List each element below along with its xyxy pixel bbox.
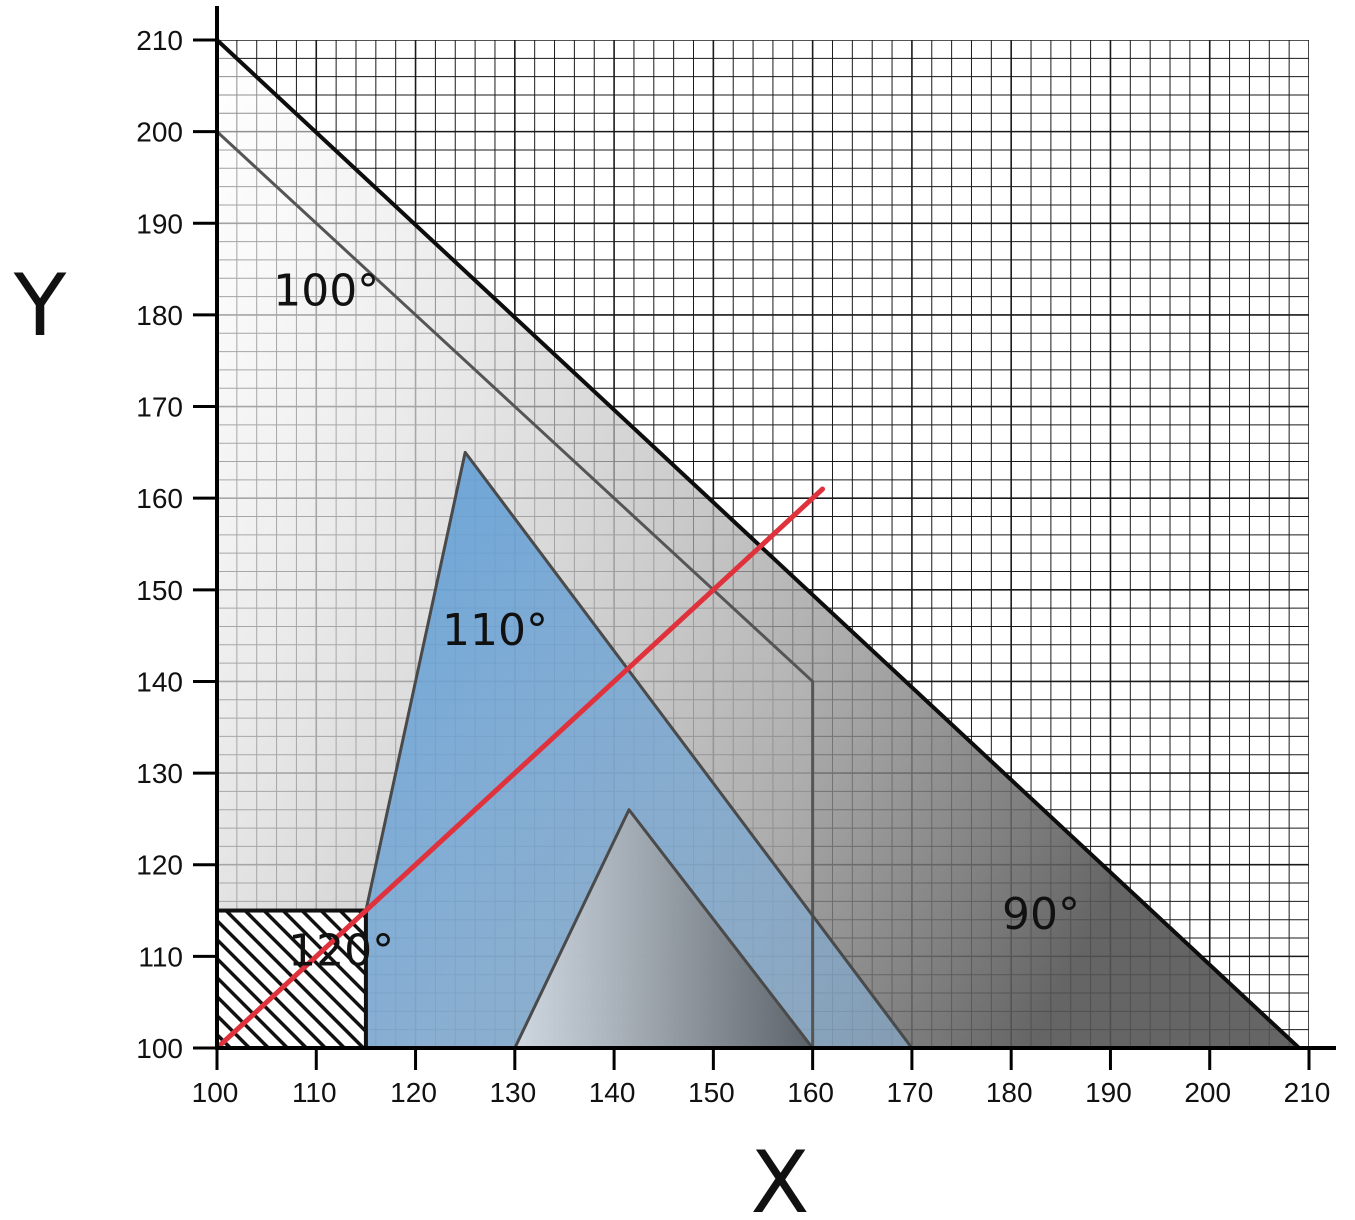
y-tick-label: 180 xyxy=(136,300,183,331)
x-axis-title: X xyxy=(751,1133,810,1220)
hatch-line xyxy=(217,918,346,1049)
hatch-line xyxy=(217,1013,251,1049)
x-tick-label: 100 xyxy=(192,1077,239,1108)
x-tick-label: 180 xyxy=(986,1077,1033,1108)
hatch-line xyxy=(55,911,192,1048)
x-tick-label: 160 xyxy=(787,1077,834,1108)
x-tick-label: 210 xyxy=(1284,1077,1331,1108)
red-line xyxy=(214,486,826,1051)
axes xyxy=(215,6,1336,1050)
outline-120 xyxy=(513,808,814,1049)
x-tick-label: 200 xyxy=(1184,1077,1231,1108)
y-tick-label: 110 xyxy=(138,941,183,972)
y-tick-label: 190 xyxy=(136,208,183,239)
x-tick-label: 170 xyxy=(887,1077,934,1108)
x-tick-label: 190 xyxy=(1085,1077,1132,1108)
hatch-line xyxy=(262,910,366,1015)
hatch-line xyxy=(74,911,211,1048)
y-tick-label: 160 xyxy=(136,483,183,514)
region-120 xyxy=(514,809,813,1048)
y-tick-label: 120 xyxy=(136,850,183,881)
outline-100 xyxy=(215,130,815,1048)
region-outlines xyxy=(215,38,1301,1051)
region-120-label: 120° xyxy=(288,926,394,977)
region-100-label: 100° xyxy=(273,266,379,317)
x-tick-label: 110 xyxy=(292,1077,337,1108)
hatch-line xyxy=(217,994,270,1049)
outline-110 xyxy=(364,450,914,1049)
hatch-line xyxy=(36,911,173,1048)
y-tick-label: 100 xyxy=(136,1033,183,1064)
region-110 xyxy=(365,452,912,1048)
red-diagonal-line xyxy=(214,486,826,1051)
outline-90 xyxy=(215,38,1301,1050)
y-axis-title: Y xyxy=(13,256,67,356)
x-tick-label: 140 xyxy=(589,1077,636,1108)
region-110-label: 110° xyxy=(442,605,548,656)
y-tick-label: 150 xyxy=(136,575,183,606)
y-tick-label: 140 xyxy=(136,666,183,697)
hatch-line xyxy=(300,910,366,977)
hatch-line xyxy=(217,1032,232,1049)
x-tick-label: 130 xyxy=(489,1077,536,1108)
hatch-line xyxy=(281,910,366,996)
hatch-line xyxy=(217,937,327,1049)
y-tick-label: 200 xyxy=(136,117,183,148)
region-90-label: 90° xyxy=(1002,889,1080,940)
x-tick-label: 120 xyxy=(390,1077,437,1108)
hatch-line xyxy=(217,956,308,1049)
hatch-line xyxy=(17,911,154,1048)
y-tick-label: 130 xyxy=(136,758,183,789)
y-tick-label: 170 xyxy=(136,392,183,423)
hatch-line xyxy=(243,910,366,1034)
hatch-line xyxy=(338,910,366,939)
x-tick-label: 150 xyxy=(688,1077,735,1108)
ticks: 100 110 120 130 140 150 160 170 180 190 200 210 100 1… xyxy=(136,25,1330,1108)
region-labels: 90° 100° 110° 120° xyxy=(273,266,1080,977)
y-tick-label: 210 xyxy=(136,25,183,56)
